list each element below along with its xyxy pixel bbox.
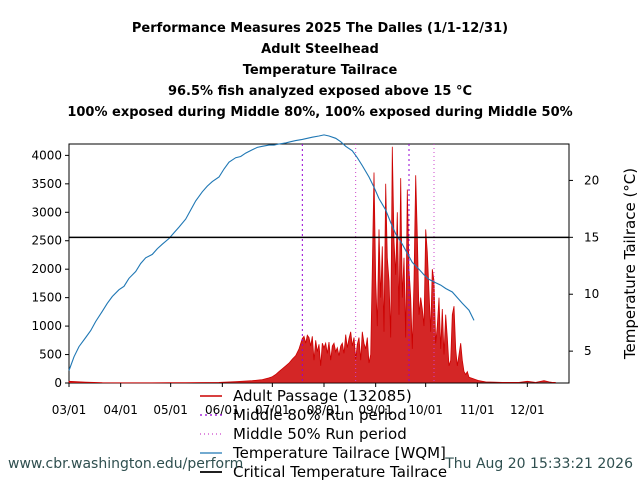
- passage-series: [68, 146, 556, 384]
- x-tick-label-7: 10/01: [408, 403, 443, 417]
- y-left-tick-label-3000: 3000: [31, 205, 62, 219]
- legend-label-4: Critical Temperature Tailrace: [233, 463, 447, 480]
- temperature-series: [68, 134, 475, 371]
- x-tick-label-1: 04/01: [103, 403, 138, 417]
- y-right-tick-label-20: 20: [584, 173, 599, 187]
- chart-subtitle-periods: 100% exposed during Middle 80%, 100% exp…: [67, 105, 573, 120]
- legend-label-3: Temperature Tailrace [WQM]: [232, 444, 446, 462]
- x-tick-label-2: 05/01: [153, 403, 188, 417]
- footer-url[interactable]: www.cbr.washington.edu/perform: [8, 456, 244, 472]
- chart-subtitle-species: Adult Steelhead: [261, 42, 379, 57]
- y-left-tick-label-4000: 4000: [31, 148, 62, 162]
- x-tick-label-0: 03/01: [52, 403, 87, 417]
- chart-subtitle-measure: Temperature Tailrace: [242, 63, 398, 78]
- x-tick-label-4: 07/01: [255, 403, 290, 417]
- y-left-tick-label-1500: 1500: [31, 291, 62, 305]
- y-left-tick-label-3500: 3500: [31, 177, 62, 191]
- y-right-tick-label-5: 5: [584, 344, 592, 358]
- y-left-tick-label-2000: 2000: [31, 262, 62, 276]
- x-tick-label-9: 12/01: [510, 403, 545, 417]
- chart-subtitle-exposed: 96.5% fish analyzed exposed above 15 °C: [167, 84, 473, 99]
- y-left-tick-label-0: 0: [54, 376, 62, 390]
- x-tick-label-6: 09/01: [358, 403, 393, 417]
- y-right-tick-label-10: 10: [584, 287, 599, 301]
- plot-frame: [68, 143, 570, 384]
- x-tick-label-5: 08/01: [307, 403, 342, 417]
- legend-label-0: Adult Passage (132085): [233, 387, 412, 405]
- y-right-axis-label: Temperature Tailrace (°C): [621, 168, 639, 360]
- chart-title: Performance Measures 2025 The Dalles (1/…: [131, 21, 509, 36]
- y-left-tick-label-2500: 2500: [31, 234, 62, 248]
- y-right-tick-label-15: 15: [584, 230, 599, 244]
- legend-label-2: Middle 50% Run period: [233, 425, 407, 443]
- y-left-tick-label-500: 500: [39, 348, 62, 362]
- x-tick-label-3: 06/01: [205, 403, 240, 417]
- x-tick-label-8: 11/01: [460, 403, 495, 417]
- y-left-tick-label-1000: 1000: [31, 319, 62, 333]
- legend-label-1: Middle 80% Run period: [233, 406, 407, 424]
- footer-timestamp: Thu Aug 20 15:33:21 2026: [445, 456, 633, 472]
